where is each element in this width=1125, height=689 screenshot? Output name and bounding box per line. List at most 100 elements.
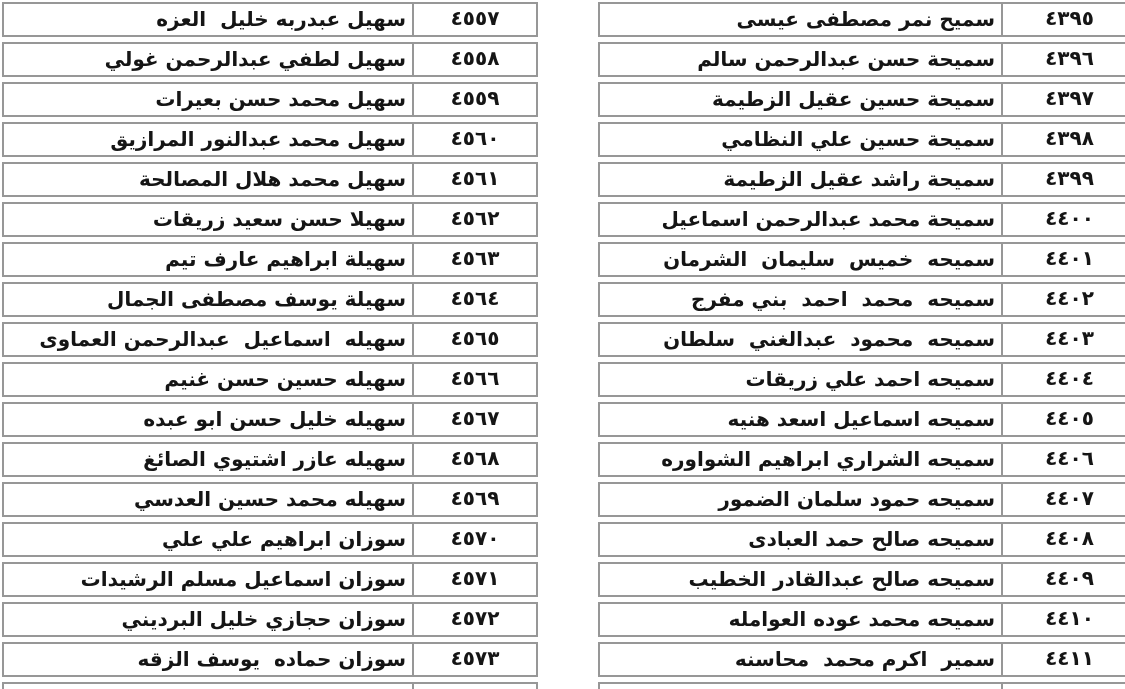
- person-name: [600, 684, 1001, 689]
- person-name: سوزان حماده يوسف الزقه: [137, 647, 406, 671]
- person-name: سهيل محمد عبدالنور المرازيق: [110, 127, 406, 151]
- serial-number: ٤٥٦٥: [412, 324, 536, 355]
- names-table-right: سميح نمر مصطفى عيسى ٤٣٩٥ سميحة حسن عبدال…: [598, 2, 1125, 689]
- serial-number: ٤٤٠٣: [1001, 324, 1125, 355]
- table-row: سمير اكرم محمد محاسنه ٤٤١١: [598, 642, 1125, 677]
- person-name: سميحه احمد علي زريقات: [745, 367, 995, 391]
- serial-number: ٤٥٥٧: [412, 4, 536, 35]
- table-row: سهيلا حسن سعيد زريقات ٤٥٦٢: [2, 202, 538, 237]
- serial-number: ٤٥٦٠: [412, 124, 536, 155]
- person-name: سميحه خميس سليمان الشرمان: [663, 247, 995, 271]
- serial-number: ٤٤٠١: [1001, 244, 1125, 275]
- table-row: سميحة حسن عبدالرحمن سالم ٤٣٩٦: [598, 42, 1125, 77]
- table-row: سميحه محمد احمد بني مفرج ٤٤٠٢: [598, 282, 1125, 317]
- person-name: سهيله عازر اشتيوي الصائغ: [143, 447, 406, 471]
- serial-number: ٤٥٦٨: [412, 444, 536, 475]
- table-row: سميحه الشراري ابراهيم الشواوره ٤٤٠٦: [598, 442, 1125, 477]
- person-name: [4, 684, 412, 689]
- serial-number: ٤٥٦١: [412, 164, 536, 195]
- person-name: سوزان ابراهيم علي علي: [161, 527, 406, 551]
- person-name: سميحه صالح عبدالقادر الخطيب: [688, 567, 995, 591]
- table-row: سوزان اسماعيل مسلم الرشيدات ٤٥٧١: [2, 562, 538, 597]
- table-row: سوزان حجازي خليل البرديني ٤٥٧٢: [2, 602, 538, 637]
- table-row: سميحة حسين علي النظامي ٤٣٩٨: [598, 122, 1125, 157]
- serial-number: ٤٤٠٩: [1001, 564, 1125, 595]
- serial-number: ٤٤٠٢: [1001, 284, 1125, 315]
- table-row: سميحة حسين عقيل الزطيمة ٤٣٩٧: [598, 82, 1125, 117]
- serial-number: ٤٣٩٨: [1001, 124, 1125, 155]
- names-table-left: سهيل عبدربه خليل العزه ٤٥٥٧ سهيل لطفي عب…: [2, 2, 538, 689]
- person-name: سهيلا حسن سعيد زريقات: [152, 207, 406, 231]
- table-row: سميحه احمد علي زريقات ٤٤٠٤: [598, 362, 1125, 397]
- serial-number: ٤٥٦٩: [412, 484, 536, 515]
- table-row: سهيله محمد حسين العدسي ٤٥٦٩: [2, 482, 538, 517]
- serial-number: [1001, 684, 1125, 689]
- person-name: سهيله محمد حسين العدسي: [133, 487, 406, 511]
- serial-number: ٤٣٩٩: [1001, 164, 1125, 195]
- person-name: سميحه الشراري ابراهيم الشواوره: [661, 447, 995, 471]
- table-row-partial: [598, 682, 1125, 689]
- table-row: سوزان ابراهيم علي علي ٤٥٧٠: [2, 522, 538, 557]
- person-name: سميحة حسن عبدالرحمن سالم: [697, 47, 995, 71]
- serial-number: ٤٥٧٢: [412, 604, 536, 635]
- serial-number: ٤٤٠٠: [1001, 204, 1125, 235]
- person-name: سهيل لطفي عبدالرحمن غولي: [104, 47, 406, 71]
- table-row: سهيلة ابراهيم عارف تيم ٤٥٦٣: [2, 242, 538, 277]
- table-row: سهيل محمد عبدالنور المرازيق ٤٥٦٠: [2, 122, 538, 157]
- person-name: سهيله خليل حسن ابو عبده: [143, 407, 406, 431]
- person-name: سميحه صالح حمد العبادى: [748, 527, 995, 551]
- table-row: سهيلة يوسف مصطفى الجمال ٤٥٦٤: [2, 282, 538, 317]
- person-name: سميحه محمود عبدالغني سلطان: [663, 327, 995, 351]
- table-row: سميحة محمد عبدالرحمن اسماعيل ٤٤٠٠: [598, 202, 1125, 237]
- person-name: سميحه محمد احمد بني مفرج: [690, 287, 995, 311]
- serial-number: ٤٣٩٥: [1001, 4, 1125, 35]
- person-name: سميح نمر مصطفى عيسى: [736, 7, 995, 31]
- table-row: سهيل محمد حسن بعيرات ٤٥٥٩: [2, 82, 538, 117]
- person-name: سهيلة يوسف مصطفى الجمال: [106, 287, 406, 311]
- table-row: سهيله حسين حسن غنيم ٤٥٦٦: [2, 362, 538, 397]
- table-row: سهيله خليل حسن ابو عبده ٤٥٦٧: [2, 402, 538, 437]
- table-row: سميحه حمود سلمان الضمور ٤٤٠٧: [598, 482, 1125, 517]
- table-row: سميحه صالح عبدالقادر الخطيب ٤٤٠٩: [598, 562, 1125, 597]
- person-name: سهيل محمد هلال المصالحة: [139, 167, 406, 191]
- person-name: سهيل محمد حسن بعيرات: [155, 87, 406, 111]
- person-name: سهيله حسين حسن غنيم: [164, 367, 406, 391]
- serial-number: ٤٤١٠: [1001, 604, 1125, 635]
- table-row: سهيل لطفي عبدالرحمن غولي ٤٥٥٨: [2, 42, 538, 77]
- serial-number: ٤٥٥٩: [412, 84, 536, 115]
- serial-number: ٤٤٠٧: [1001, 484, 1125, 515]
- serial-number: ٤٤٠٥: [1001, 404, 1125, 435]
- table-row: سميحه محمد عوده العوامله ٤٤١٠: [598, 602, 1125, 637]
- serial-number: ٤٤١١: [1001, 644, 1125, 675]
- table-row: سميحه محمود عبدالغني سلطان ٤٤٠٣: [598, 322, 1125, 357]
- table-row: سهيل عبدربه خليل العزه ٤٥٥٧: [2, 2, 538, 37]
- person-name: سهيله اسماعيل عبدالرحمن العماوى: [39, 327, 406, 351]
- person-name: سميحه محمد عوده العوامله: [728, 607, 995, 631]
- serial-number: ٤٤٠٨: [1001, 524, 1125, 555]
- person-name: سميحة حسين عقيل الزطيمة: [711, 87, 995, 111]
- table-row: سهيل محمد هلال المصالحة ٤٥٦١: [2, 162, 538, 197]
- person-name: سميحة حسين علي النظامي: [721, 127, 995, 151]
- serial-number: ٤٤٠٤: [1001, 364, 1125, 395]
- person-name: سوزان اسماعيل مسلم الرشيدات: [80, 567, 406, 591]
- table-row: سهيله عازر اشتيوي الصائغ ٤٥٦٨: [2, 442, 538, 477]
- serial-number: ٤٥٧٣: [412, 644, 536, 675]
- person-name: سوزان حجازي خليل البرديني: [121, 607, 406, 631]
- serial-number: ٤٥٦٦: [412, 364, 536, 395]
- serial-number: ٤٤٠٦: [1001, 444, 1125, 475]
- serial-number: ٤٣٩٦: [1001, 44, 1125, 75]
- serial-number: ٤٥٦٧: [412, 404, 536, 435]
- table-row: سميحه صالح حمد العبادى ٤٤٠٨: [598, 522, 1125, 557]
- table-row: سميحة راشد عقيل الزطيمة ٤٣٩٩: [598, 162, 1125, 197]
- person-name: سهيل عبدربه خليل العزه: [156, 7, 406, 31]
- person-name: سميحه اسماعيل اسعد هنيه: [727, 407, 995, 431]
- serial-number: ٤٥٧٠: [412, 524, 536, 555]
- serial-number: ٤٥٥٨: [412, 44, 536, 75]
- person-name: سميحة راشد عقيل الزطيمة: [723, 167, 995, 191]
- serial-number: ٤٥٧١: [412, 564, 536, 595]
- person-name: سميحة محمد عبدالرحمن اسماعيل: [661, 207, 995, 231]
- table-row: سميحه اسماعيل اسعد هنيه ٤٤٠٥: [598, 402, 1125, 437]
- person-name: سهيلة ابراهيم عارف تيم: [165, 247, 406, 271]
- person-name: سمير اكرم محمد محاسنه: [734, 647, 995, 671]
